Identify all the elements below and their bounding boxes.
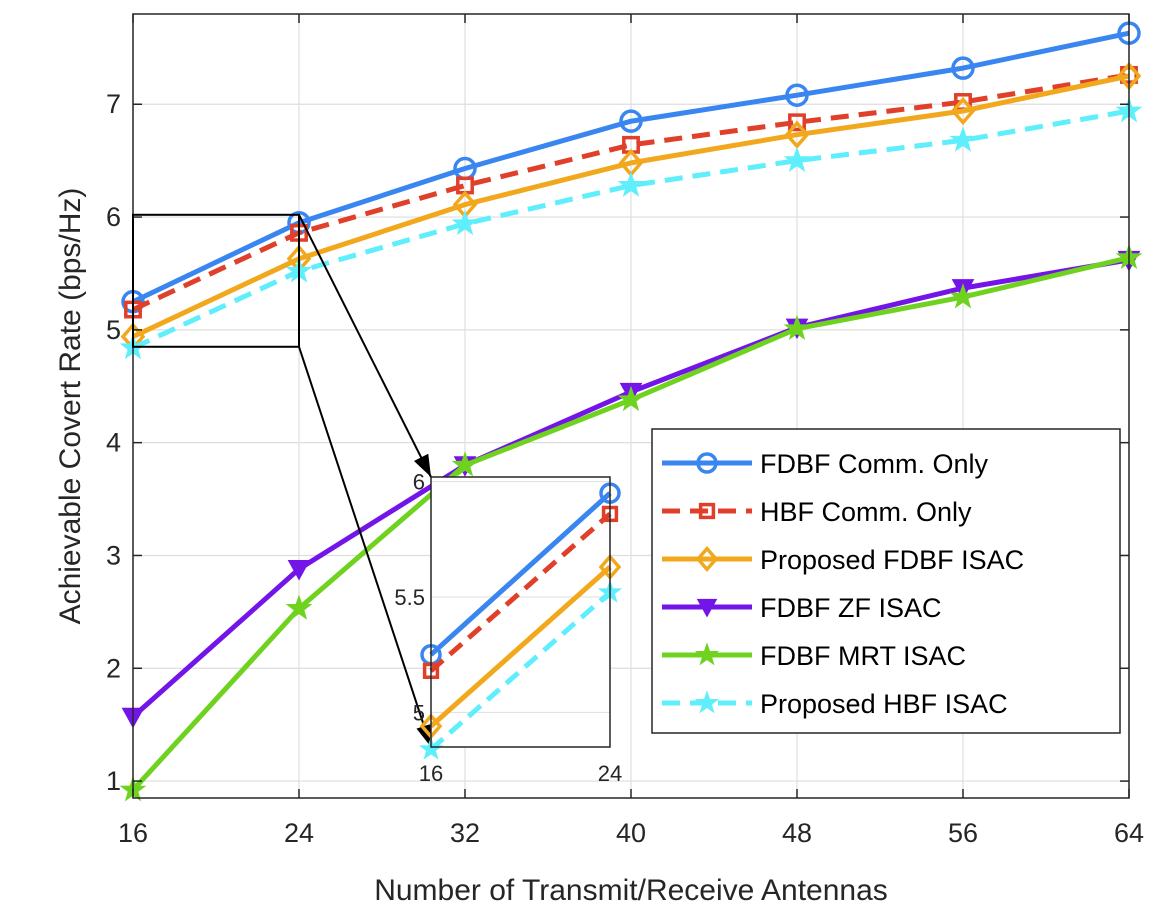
inset-series-line <box>429 491 612 657</box>
zoom-annotation <box>132 213 432 748</box>
legend-marker <box>694 642 720 666</box>
x-axis-label: Number of Transmit/Receive Antennas <box>374 874 888 907</box>
legend-marker <box>696 598 718 618</box>
data-point <box>287 560 311 581</box>
legend-box <box>651 428 1121 734</box>
y-axis-label: Achievable Covert Rate (bps/Hz) <box>54 188 87 625</box>
legend-entry-proposed-fdbf-isac: Proposed FDBF ISAC <box>662 545 1024 575</box>
inset-y-tick-label: 5 <box>413 700 425 725</box>
legend-entry-fdbf-mrt-isac: FDBF MRT ISAC <box>662 641 966 671</box>
data-point <box>784 120 810 149</box>
data-point <box>617 385 645 412</box>
legend-label: Proposed HBF ISAC <box>760 689 1008 719</box>
data-point <box>451 209 479 236</box>
x-tick-label: 32 <box>450 818 480 848</box>
x-tick-label: 64 <box>1114 818 1144 848</box>
y-tick-label: 2 <box>106 653 121 683</box>
x-tick-label: 16 <box>118 818 148 848</box>
y-tick-label: 6 <box>106 202 121 232</box>
data-point <box>617 171 645 197</box>
data-point <box>788 113 806 132</box>
legend: FDBF Comm. Only HBF Comm. Only Proposed FD… <box>651 428 1121 734</box>
legend-label: Proposed FDBF ISAC <box>760 545 1024 575</box>
zoom-arrow <box>298 214 432 478</box>
legend-label: FDBF ZF ISAC <box>760 593 942 623</box>
inset-chart: 16 24 5 5.5 6 <box>394 470 622 786</box>
inset-series-line <box>429 590 612 752</box>
inset-series-line <box>429 565 612 729</box>
inset-axes-box <box>430 476 611 748</box>
legend-label: FDBF MRT ISAC <box>760 641 966 671</box>
data-point <box>783 314 811 341</box>
legend-marker <box>695 545 719 573</box>
data-point <box>285 594 313 620</box>
inset-x-tick-label: 16 <box>419 761 443 786</box>
legend-entry-fdbf-zf-isac: FDBF ZF ISAC <box>662 593 942 623</box>
x-tick-label: 56 <box>948 818 978 848</box>
x-tick-label: 48 <box>782 818 812 848</box>
inset-x-tick-label: 24 <box>598 761 622 786</box>
legend-entry-proposed-hbf-isac: Proposed HBF ISAC <box>662 689 1008 719</box>
legend-label: HBF Comm. Only <box>760 497 972 527</box>
inset-series-line <box>429 512 612 673</box>
data-point <box>619 109 643 133</box>
zoom-arrow <box>298 346 432 748</box>
data-point <box>785 83 809 107</box>
legend-marker <box>696 452 718 474</box>
data-point <box>949 126 977 152</box>
inset-data-point <box>418 736 444 760</box>
y-tick-label: 1 <box>106 766 121 796</box>
legend-marker <box>698 502 716 520</box>
data-point <box>950 96 976 126</box>
legend-entry-hbf-comm-only: HBF Comm. Only <box>662 497 972 527</box>
y-tick-label: 5 <box>106 315 121 345</box>
y-tick-label: 7 <box>106 89 121 119</box>
y-tick-label: 4 <box>106 428 121 458</box>
legend-entry-fdbf-comm-only: FDBF Comm. Only <box>662 449 989 479</box>
data-point <box>451 451 479 477</box>
data-point <box>949 283 977 309</box>
inset-y-tick-label: 5.5 <box>394 585 425 610</box>
zoom-region-box <box>132 213 300 348</box>
inset-y-tick-label: 6 <box>413 470 425 495</box>
y-tick-label: 3 <box>106 540 121 570</box>
legend-label: FDBF Comm. Only <box>760 449 989 479</box>
data-point <box>951 56 975 80</box>
x-tick-label: 24 <box>284 818 314 848</box>
legend-marker <box>694 690 720 714</box>
data-point <box>783 146 811 173</box>
x-tick-label: 40 <box>616 818 646 848</box>
